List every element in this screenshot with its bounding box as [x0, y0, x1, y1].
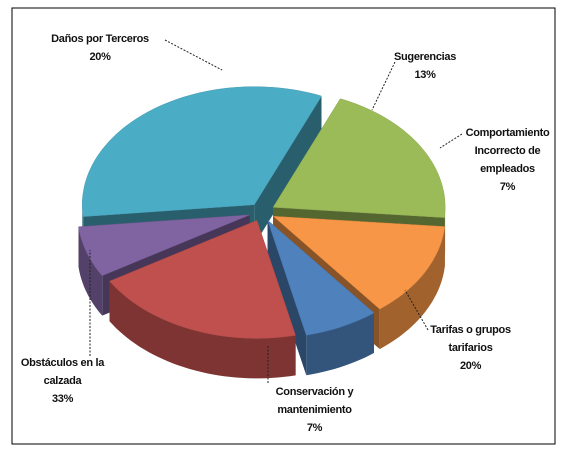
pie — [78, 86, 446, 379]
slice-label: Comportamiento Incorrecto de empleados 7% — [455, 124, 560, 196]
slice-side — [109, 281, 296, 379]
slice-label: Tarifas o grupos tarifarios 20% — [418, 321, 523, 375]
slice — [78, 214, 250, 276]
value-label: 33% — [51, 393, 74, 405]
slice-label: Daños por Terceros 20% — [30, 30, 170, 66]
slice-label: Obstáculos en la calzada 33% — [10, 354, 115, 408]
value-label: 13% — [414, 69, 436, 81]
slice — [109, 220, 296, 339]
category-label: Conservación y mantenimiento — [275, 386, 354, 416]
leader-lines — [89, 39, 463, 383]
slice-wall — [254, 96, 322, 245]
slice — [267, 219, 375, 336]
category-label: Sugerencias — [393, 51, 457, 63]
value-label: 20% — [459, 360, 482, 372]
slice — [82, 86, 322, 217]
category-label: Comportamiento Incorrecto de empleados — [465, 127, 550, 175]
category-label: Obstáculos en la calzada — [20, 357, 105, 387]
leader-line — [404, 289, 429, 331]
slice-label: Sugerencias 13% — [375, 48, 475, 84]
leader-line — [439, 133, 463, 149]
category-label: Daños por Terceros — [51, 33, 149, 45]
leader-line — [164, 39, 223, 71]
slice-side — [306, 312, 374, 376]
slice — [272, 216, 446, 310]
value-label: 7% — [499, 181, 516, 193]
value-label: 7% — [306, 422, 323, 434]
slice-side — [379, 226, 445, 350]
leader-line — [371, 61, 396, 111]
slice — [272, 98, 446, 218]
slice-label: Conservación y mantenimiento 7% — [262, 383, 367, 437]
value-label: 20% — [89, 51, 111, 63]
category-label: Tarifas o grupos tarifarios — [430, 324, 511, 354]
slice-wall — [267, 220, 307, 376]
